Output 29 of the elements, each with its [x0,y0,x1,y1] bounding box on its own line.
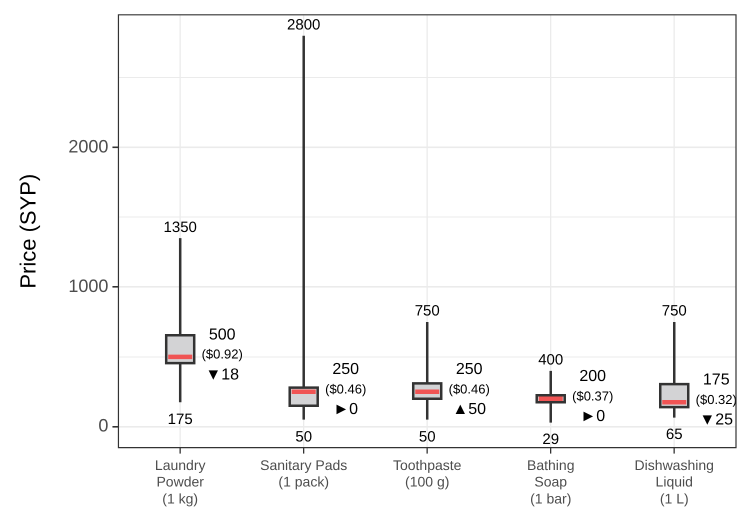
annotation: 50 [295,428,312,446]
annotation: 400 [538,351,564,368]
annotation: 200 ($0.37) [572,368,614,404]
annotation: ▼25 [699,412,734,429]
annotation: 65 [666,426,683,444]
annotation: ►0 [333,401,358,418]
annotation: 250 ($0.46) [325,361,366,396]
annotation: 2800 [287,16,320,34]
y-tick-label: 1000 [68,276,108,296]
annotation: 50 [418,428,436,446]
annotation: 1350 [164,218,197,236]
annotation: 175 [168,410,193,428]
x-tick-label: Sanitary Pads (1 pack) [260,456,348,490]
x-tick-label: Toothpaste (100 g) [392,456,462,490]
annotation: ▼18 [205,366,240,384]
annotation: 500 ($0.92) [202,326,243,362]
y-tick-label: 2000 [68,136,108,156]
annotation: 29 [542,431,560,448]
annotation: 750 [414,302,440,320]
x-tick-label: Dishwashing Liquid (1 L) [634,456,714,506]
x-tick-label: Laundry Powder (1 kg) [154,456,206,506]
x-tick-label: Bathing Soap (1 bar) [526,456,574,506]
y-axis-title: Price (SYP) [15,174,40,289]
annotation: 175 ($0.32) [696,372,737,407]
y-tick-label: 0 [98,416,108,436]
annotation: ►0 [580,408,606,426]
annotation: ▲50 [452,401,486,418]
annotation: 750 [662,302,687,320]
annotation: 250 ($0.46) [448,361,490,396]
